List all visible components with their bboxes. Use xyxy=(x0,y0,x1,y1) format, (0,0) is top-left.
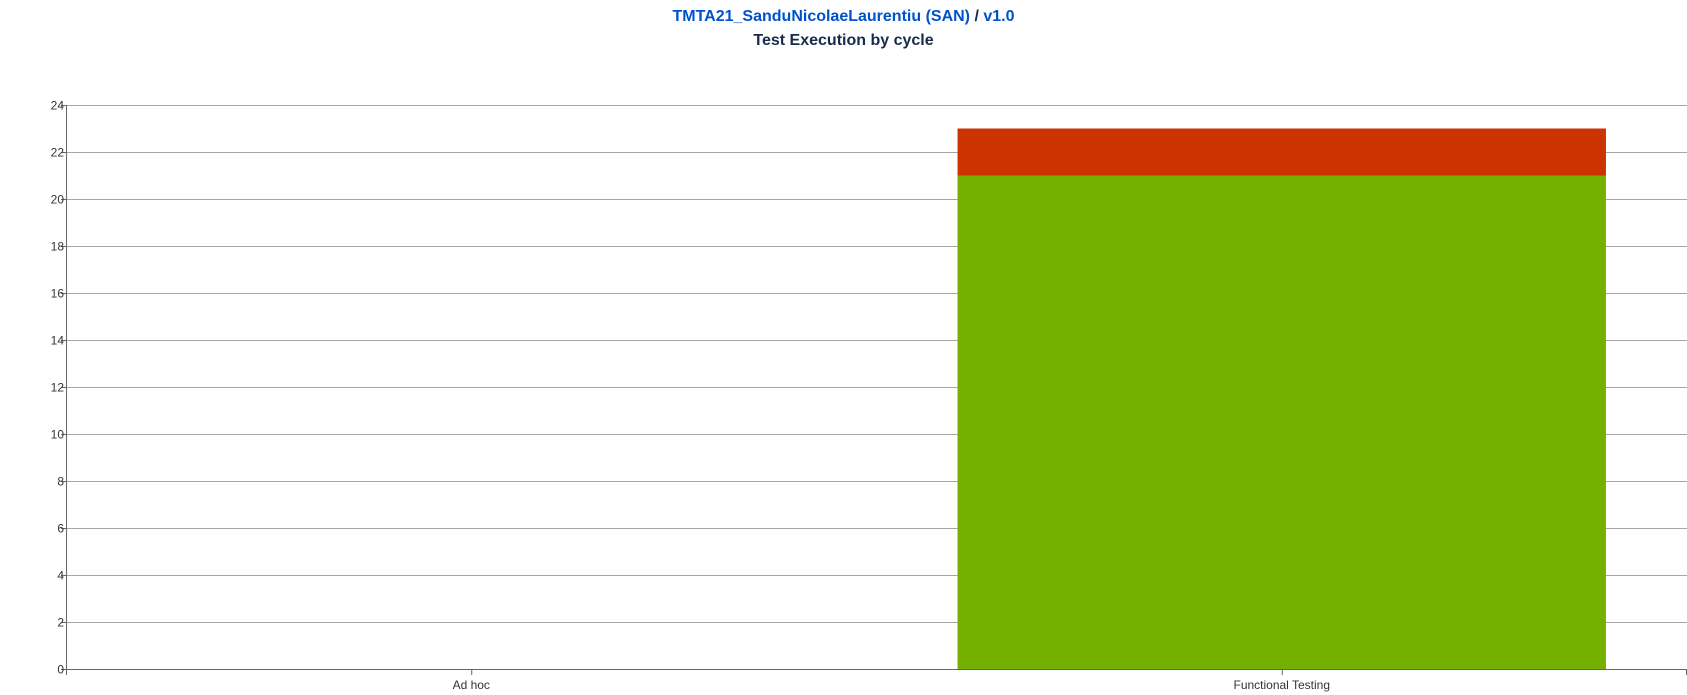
y-tick-label: 10 xyxy=(51,428,65,442)
y-tick-label: 22 xyxy=(51,146,65,160)
y-tick-label: 16 xyxy=(51,287,65,301)
y-tick-label: 18 xyxy=(51,240,65,254)
x-tick-label: Functional Testing xyxy=(1233,678,1330,692)
y-tick-label: 6 xyxy=(57,522,64,536)
bar-segment xyxy=(957,128,1606,176)
y-tick-label: 2 xyxy=(57,616,64,630)
y-tick-label: 0 xyxy=(57,663,64,677)
y-tick-label: 14 xyxy=(51,334,65,348)
y-tick-label: 4 xyxy=(57,569,64,583)
bar-segment xyxy=(957,175,1606,669)
bar-layer xyxy=(957,128,1606,669)
x-tick-label: Ad hoc xyxy=(453,678,490,692)
chart-header: TMTA21_SanduNicolaeLaurentiu (SAN) / v1.… xyxy=(0,6,1687,52)
title-separator: / xyxy=(974,8,979,25)
project-link[interactable]: TMTA21_SanduNicolaeLaurentiu (SAN) xyxy=(672,8,970,25)
y-tick-label: 8 xyxy=(57,475,64,489)
chart-subtitle: Test Execution by cycle xyxy=(753,32,934,49)
chart-title-line: TMTA21_SanduNicolaeLaurentiu (SAN) / v1.… xyxy=(0,6,1687,28)
y-tick-label: 24 xyxy=(51,99,65,113)
version-link[interactable]: v1.0 xyxy=(983,8,1015,25)
y-tick-label: 12 xyxy=(51,381,65,395)
y-tick-label: 20 xyxy=(51,193,65,207)
